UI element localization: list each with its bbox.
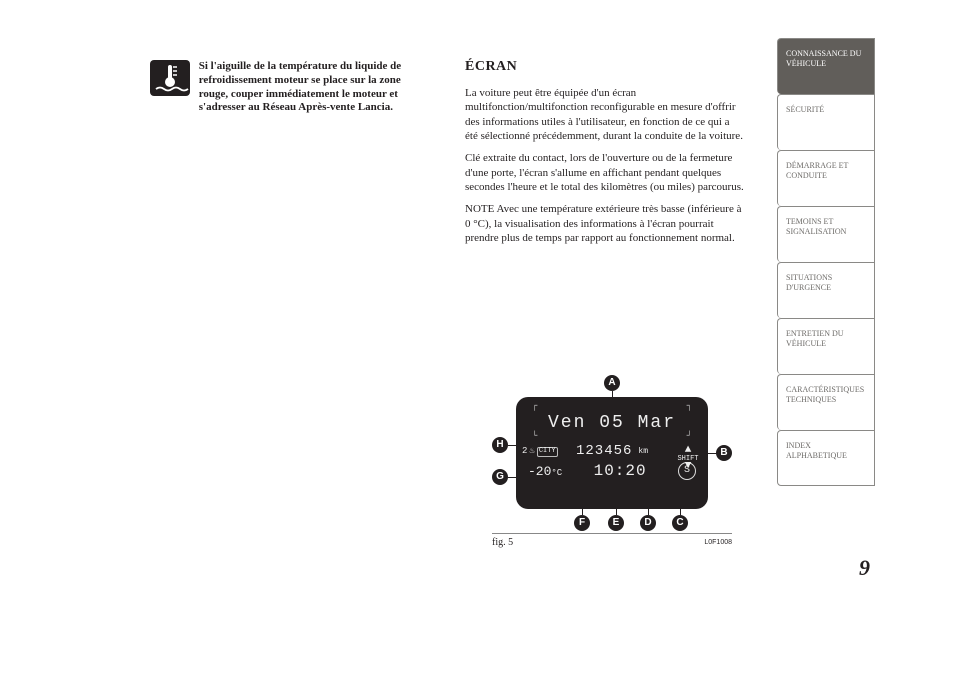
ecran-section: ÉCRAN La voiture peut être équipée d'un … <box>465 58 745 253</box>
city-label: CITY <box>537 447 558 457</box>
exterior-temperature: -20°C <box>528 462 562 480</box>
tab-securite[interactable]: SÉCURITÉ <box>777 94 875 150</box>
display-left-stack: 2 ♨ CITY <box>522 447 558 457</box>
tab-demarrage[interactable]: DÉMARRAGE ET CONDUITE <box>777 150 875 206</box>
paragraph-1: La voiture peut être équipée d'un écran … <box>465 86 745 143</box>
multifunction-display: ┌┐ Ven 05 Mar └┘ 2 ♨ CITY 123456 km ▲ SH… <box>516 397 708 509</box>
tab-connaissance[interactable]: CONNAISSANCE DU VÉHICULE <box>777 38 875 94</box>
shift-up-icon: ▲ <box>673 447 703 455</box>
seat-heater-value: 2 <box>522 447 527 457</box>
note-paragraph: NOTE Avec une température extérieure trè… <box>465 202 745 245</box>
callout-A: A <box>604 375 620 391</box>
tab-caracteristiques[interactable]: CARACTÉRISTIQUES TECHNIQUES <box>777 374 875 430</box>
figure-code: L0F1008 <box>704 539 732 546</box>
section-heading: ÉCRAN <box>465 58 745 76</box>
shift-down-icon: ▼ <box>673 463 703 471</box>
tab-temoins[interactable]: TEMOINS ET SIGNALISATION <box>777 206 875 262</box>
page-number: 9 <box>859 555 870 581</box>
tab-urgence[interactable]: SITUATIONS D'URGENCE <box>777 262 875 318</box>
shift-indicator: ▲ SHIFT ▼ <box>673 447 703 470</box>
ext-temp-unit: °C <box>551 468 562 478</box>
engine-temperature-warning-icon <box>150 60 190 96</box>
display-date: Ven 05 Mar <box>520 413 704 433</box>
callout-G: G <box>492 469 508 485</box>
callout-F: F <box>574 515 590 531</box>
warning-text: Si l'aiguille de la température du liqui… <box>199 60 427 115</box>
callout-E: E <box>608 515 624 531</box>
ext-temp-value: -20 <box>528 464 551 479</box>
odometer-unit: km <box>638 447 648 456</box>
warning-block: Si l'aiguille de la température du liqui… <box>150 60 430 115</box>
display-clock: 10:20 <box>594 462 647 480</box>
seat-icon: ♨ <box>529 447 534 457</box>
callout-B: B <box>716 445 732 461</box>
tab-index[interactable]: INDEX ALPHABETIQUE <box>777 430 875 486</box>
section-tabs: CONNAISSANCE DU VÉHICULE SÉCURITÉ DÉMARR… <box>777 38 875 486</box>
callout-H: H <box>492 437 508 453</box>
paragraph-2: Clé extraite du contact, lors de l'ouver… <box>465 151 745 194</box>
figure-caption: fig. 5 <box>492 537 513 548</box>
callout-C: C <box>672 515 688 531</box>
odometer-value: 123456 <box>576 443 632 459</box>
tab-entretien[interactable]: ENTRETIEN DU VÉHICULE <box>777 318 875 374</box>
callout-D: D <box>640 515 656 531</box>
